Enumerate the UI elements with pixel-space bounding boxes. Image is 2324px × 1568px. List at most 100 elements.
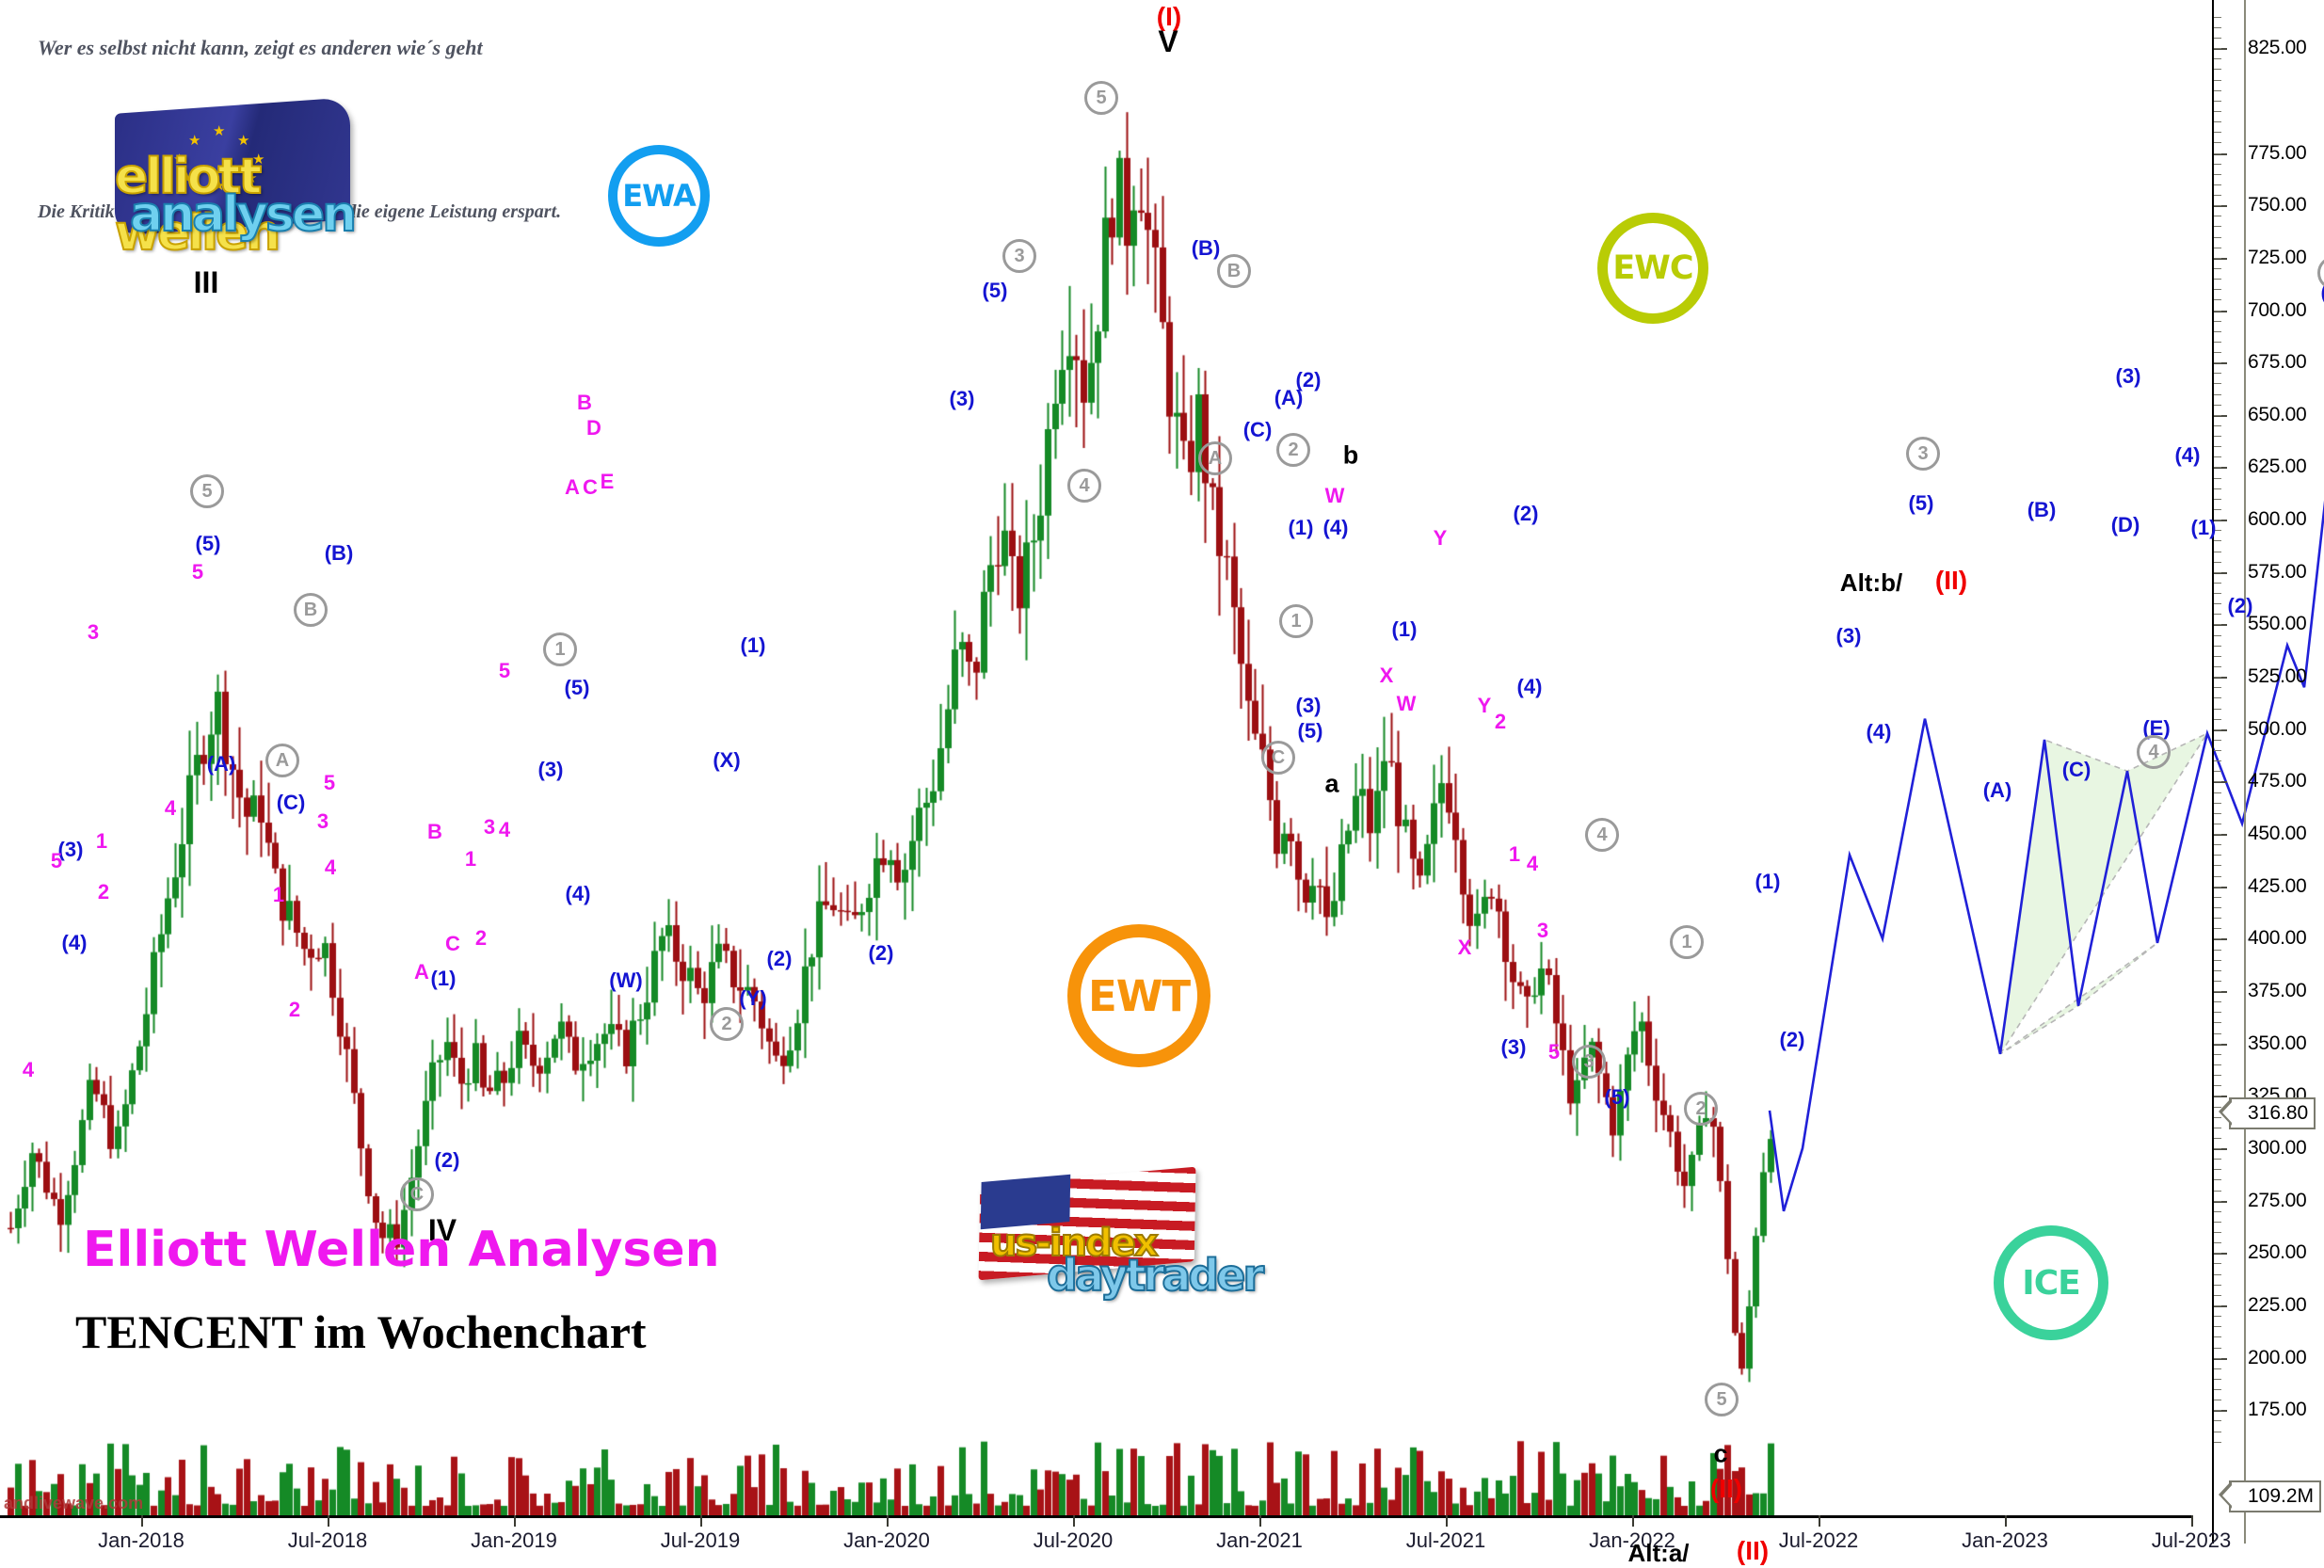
price-minor-tick — [2214, 467, 2221, 469]
wave-label-magenta: X — [1379, 664, 1394, 687]
wave-label-circled: 5 — [1705, 1383, 1739, 1416]
wave-label-circled: C — [400, 1177, 434, 1211]
price-minor-tick — [2214, 991, 2221, 993]
wave-label-magenta: 2 — [1494, 710, 1507, 733]
wave-label-magenta: 3 — [87, 620, 100, 644]
price-minor-tick — [2214, 236, 2221, 238]
usid-word-usindex: us-index — [989, 1221, 1160, 1266]
wave-label-blue: (C) — [2061, 758, 2092, 781]
us-index-daytrader-logo: us-index daytrader — [978, 1166, 1308, 1308]
wave-label-magenta: 4 — [1526, 852, 1539, 875]
price-minor-tick — [2214, 614, 2221, 616]
price-minor-tick — [2214, 771, 2221, 773]
price-minor-tick — [2214, 1200, 2221, 1202]
price-minor-tick — [2214, 834, 2221, 836]
ewc-logo-ring: EWC — [1597, 213, 1708, 324]
wave-label-blue: (1) — [1288, 516, 1314, 539]
wave-label-magenta: 5 — [191, 560, 204, 584]
wave-annotation: Alt:b/ — [1839, 568, 1903, 597]
price-tick-label: 625.00 — [2248, 456, 2307, 478]
wave-annotation: (I) — [1156, 2, 1182, 31]
price-tick — [2214, 1096, 2227, 1098]
wave-label-blue: (B) — [2027, 498, 2057, 521]
price-minor-tick — [2214, 1357, 2221, 1359]
price-minor-tick — [2214, 540, 2221, 542]
price-minor-tick — [2214, 634, 2221, 636]
price-minor-tick — [2214, 1032, 2221, 1034]
wave-label-blue: (3) — [1295, 694, 1322, 717]
triangle-projection-zone — [1999, 731, 2209, 1055]
price-minor-tick — [2214, 1001, 2221, 1003]
time-tick-label: Jul-2018 — [287, 1528, 368, 1552]
time-tick-label: Jul-2023 — [2151, 1528, 2232, 1552]
wave-label-blue: (4) — [1322, 516, 1349, 539]
price-minor-tick — [2214, 320, 2221, 322]
price-tick-label: 575.00 — [2248, 560, 2307, 583]
wave-label-blue: (2) — [434, 1148, 460, 1172]
time-tick-label: Jul-2019 — [660, 1528, 741, 1552]
wave-annotation: V — [1158, 24, 1178, 58]
wave-label-magenta: A — [414, 960, 429, 984]
wave-label-magenta: 3 — [316, 809, 329, 833]
wave-label-blue: (3) — [1835, 624, 1862, 648]
price-minor-tick — [2214, 750, 2221, 752]
wave-label-circled: 2 — [710, 1007, 744, 1041]
wave-label-magenta: C — [583, 475, 598, 499]
wave-label-blue: (4) — [1866, 720, 1892, 744]
price-minor-tick — [2214, 89, 2221, 91]
price-tick-label: 600.00 — [2248, 508, 2307, 531]
price-tick-label: 225.00 — [2248, 1294, 2307, 1317]
price-minor-tick — [2214, 142, 2221, 144]
wave-label-blue: (A) — [1274, 386, 1304, 409]
wave-label-magenta: 1 — [464, 847, 477, 871]
wave-label-blue: (3) — [537, 758, 564, 781]
wave-label-blue: (4) — [2174, 443, 2201, 467]
price-minor-tick — [2214, 341, 2221, 343]
price-minor-tick — [2214, 1273, 2221, 1275]
wave-label-blue: (A) — [1982, 778, 2012, 802]
price-minor-tick — [2214, 446, 2221, 448]
wave-label-blue: (C) — [276, 791, 306, 814]
price-tick — [2214, 1357, 2227, 1360]
price-minor-tick — [2214, 1053, 2221, 1055]
quote-top: Wer es selbst nicht kann, zeigt es ander… — [38, 36, 483, 59]
price-minor-tick — [2214, 69, 2221, 71]
time-axis[interactable]: Jan-2018 Jul-2018 Jan-2019 Jul-2019 Jan-2020… — [0, 1515, 2231, 1568]
brand-word-analysen: analysen — [129, 185, 358, 244]
price-minor-tick — [2214, 373, 2221, 375]
wave-label-blue: (3) — [57, 838, 84, 861]
wave-label-circled: 4 — [1067, 469, 1101, 503]
price-tick — [2214, 205, 2227, 208]
wave-label-circled: 2 — [1684, 1092, 1718, 1126]
time-tick — [1632, 1515, 1634, 1527]
time-tick — [328, 1515, 329, 1527]
price-minor-tick — [2214, 582, 2221, 584]
wave-label-circled: 3 — [1002, 239, 1036, 273]
price-minor-tick — [2214, 310, 2221, 312]
price-tick — [2214, 1043, 2227, 1046]
wave-label-blue: (1) — [1391, 617, 1418, 641]
price-minor-tick — [2214, 226, 2221, 228]
price-minor-tick — [2214, 844, 2221, 846]
price-minor-tick — [2214, 289, 2221, 291]
wave-label-circled: 2 — [1276, 433, 1310, 467]
wave-label-circled: 5 — [1084, 81, 1118, 115]
ice-logo-ring: ICE — [1994, 1225, 2108, 1340]
wave-label-blue: (C) — [1242, 418, 1273, 441]
wave-label-blue: (4) — [565, 882, 591, 905]
price-minor-tick — [2214, 393, 2221, 395]
wave-label-magenta: B — [577, 391, 592, 414]
price-minor-tick — [2214, 152, 2221, 154]
wave-label-magenta: 2 — [474, 926, 488, 950]
volume-pane — [0, 1434, 2193, 1515]
ewt-logo-ring: EWT — [1067, 924, 1210, 1067]
price-minor-tick — [2214, 509, 2221, 510]
price-minor-tick — [2214, 184, 2221, 185]
price-tick — [2214, 362, 2227, 365]
price-axis[interactable]: 825.00 775.00 750.00 725.00 700.00 675.00 650.… — [2193, 0, 2324, 1544]
price-minor-tick — [2214, 383, 2221, 385]
wave-label-magenta: E — [600, 470, 615, 493]
price-minor-tick — [2214, 896, 2221, 898]
wave-label-blue: (2) — [1779, 1028, 1805, 1051]
price-tick-label: 700.00 — [2248, 298, 2307, 321]
